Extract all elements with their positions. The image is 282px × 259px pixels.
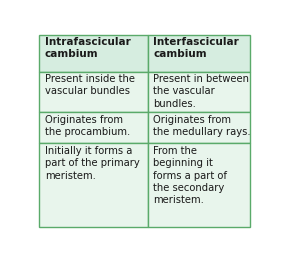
Bar — [39, 112, 148, 143]
Bar — [148, 35, 250, 71]
Bar — [39, 143, 148, 227]
Bar — [39, 71, 148, 112]
Text: Originates from
the procambium.: Originates from the procambium. — [45, 115, 130, 137]
Text: Present in between
the vascular
bundles.: Present in between the vascular bundles. — [153, 74, 249, 109]
Text: Interfascicular
cambium: Interfascicular cambium — [153, 37, 239, 60]
Bar — [39, 35, 148, 71]
Text: Initially it forms a
part of the primary
meristem.: Initially it forms a part of the primary… — [45, 146, 139, 181]
Text: Present inside the
vascular bundles: Present inside the vascular bundles — [45, 74, 135, 96]
Text: Originates from
the medullary rays.: Originates from the medullary rays. — [153, 115, 251, 137]
Bar — [148, 143, 250, 227]
Text: Intrafascicular
cambium: Intrafascicular cambium — [45, 37, 130, 60]
Text: From the
beginning it
forms a part of
the secondary
meristem.: From the beginning it forms a part of th… — [153, 146, 227, 205]
Bar — [148, 71, 250, 112]
Bar — [148, 112, 250, 143]
